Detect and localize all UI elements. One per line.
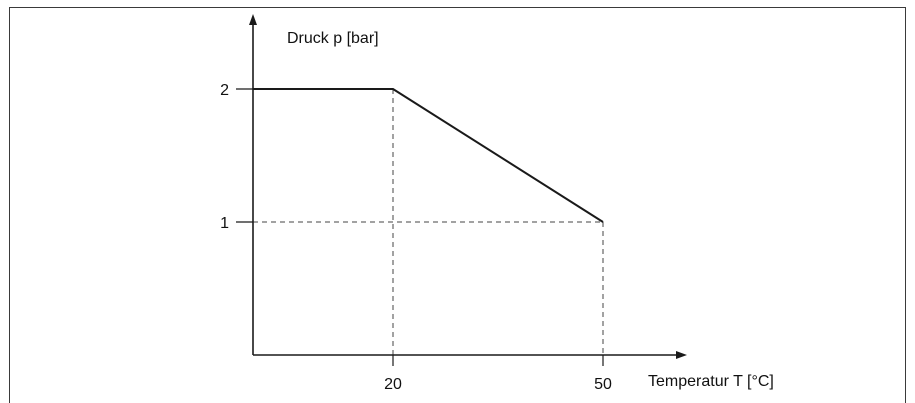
y-tick-label-1: 1 <box>220 215 229 232</box>
x-tick-label-20: 20 <box>384 376 402 393</box>
x-axis-arrowhead <box>676 351 687 359</box>
y-axis-arrowhead <box>249 14 257 25</box>
series-group <box>253 88 604 223</box>
chart-frame <box>9 7 906 403</box>
x-tick-label-50: 50 <box>594 376 612 393</box>
x-axis-label: Temperatur T [°C] <box>648 373 774 390</box>
guide-lines <box>253 89 604 355</box>
axis-ticks: 1 2 20 50 <box>220 82 612 393</box>
y-axis-label: Druck p [bar] <box>287 30 379 47</box>
series-line <box>253 88 604 223</box>
y-tick-label-2: 2 <box>220 82 229 99</box>
